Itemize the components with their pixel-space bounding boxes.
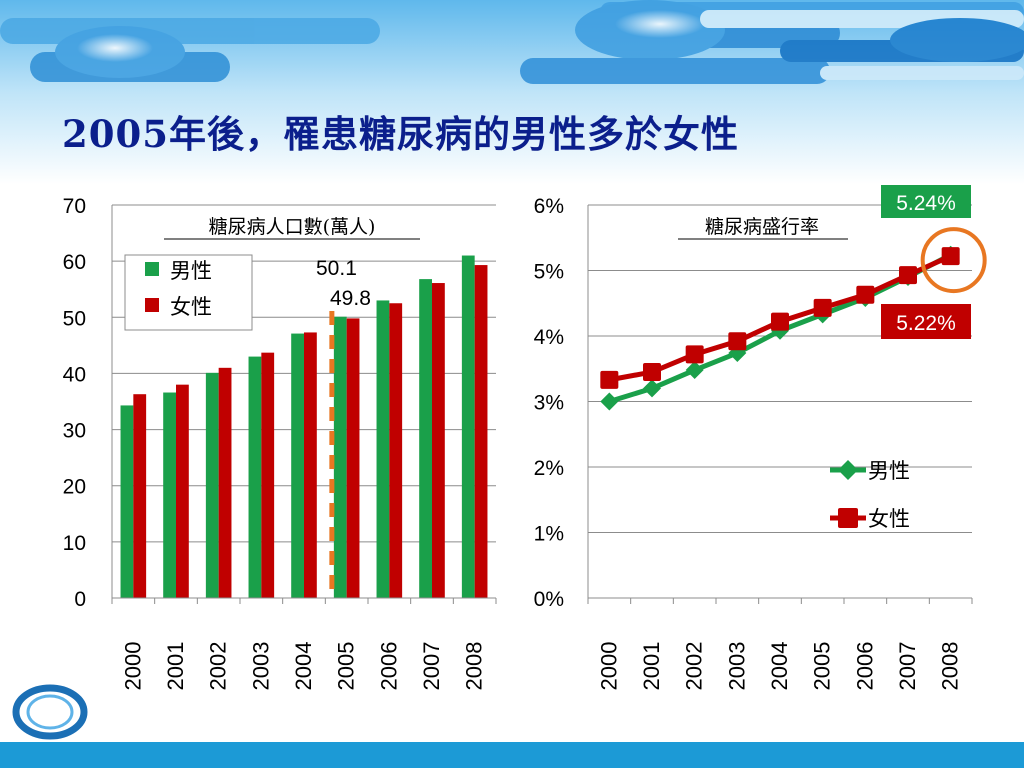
y-tick-label: 70 [63, 195, 86, 218]
bar-female [261, 352, 275, 598]
x-tick-label: 2004 [767, 642, 792, 691]
point-female [813, 298, 832, 317]
bar-female [474, 265, 488, 598]
legend-label: 女性 [868, 507, 910, 531]
bar-male [461, 255, 475, 598]
bar-female [432, 283, 445, 598]
y-tick-label: 40 [63, 363, 86, 386]
bar-female [218, 367, 232, 598]
bar-female [176, 384, 189, 598]
bar-male [419, 279, 432, 598]
legend-label: 男性 [170, 259, 212, 283]
bar-female [346, 318, 360, 598]
x-tick-label: 2002 [206, 642, 231, 691]
bar-female [389, 303, 403, 598]
y-tick-label: 50 [63, 307, 86, 330]
point-female [728, 332, 747, 351]
annotation-box [881, 304, 971, 339]
y-tick-label: 10 [63, 532, 86, 555]
y-tick-label: 30 [63, 420, 86, 443]
bar-male [163, 392, 176, 598]
y-tick-label: 2% [534, 457, 564, 480]
point-female [643, 363, 661, 382]
legend-label: 男性 [868, 459, 910, 483]
y-tick-label: 5% [534, 261, 564, 284]
legend-marker [838, 508, 858, 528]
bar-female [304, 332, 317, 598]
x-tick-label: 2001 [639, 642, 664, 691]
legend-marker [838, 460, 858, 480]
x-tick-label: 2000 [596, 642, 621, 691]
slide-title: 2005年後，罹患糖尿病的男性多於女性 [62, 112, 739, 156]
point-female [771, 312, 789, 331]
chart-title: 糖尿病盛行率 [705, 216, 819, 238]
x-tick-label: 2006 [852, 642, 877, 691]
point-male [643, 379, 661, 398]
bar-male [205, 372, 219, 598]
y-tick-label: 0% [534, 588, 564, 611]
point-female [685, 345, 704, 364]
x-tick-label: 2008 [938, 642, 963, 691]
x-tick-label: 2005 [810, 642, 835, 691]
legend-label: 女性 [170, 295, 212, 319]
annotation-female-2008: 5.22% [881, 304, 971, 339]
bar-male [248, 356, 262, 598]
bar-male [120, 405, 134, 598]
decorative-clouds [0, 0, 1024, 84]
y-tick-label: 3% [534, 392, 564, 415]
point-male [600, 392, 619, 411]
legend-swatch [145, 298, 159, 312]
annotation-male-2005: 50.1 [316, 257, 357, 280]
annotation-box [881, 185, 971, 218]
bar-male [376, 300, 390, 598]
annotation-label: 5.22% [896, 312, 956, 335]
x-tick-label: 2003 [724, 642, 749, 691]
x-tick-label: 2007 [419, 642, 444, 691]
y-tick-label: 6% [534, 195, 564, 218]
annotation-label: 5.24% [896, 192, 956, 215]
legend-swatch [145, 262, 159, 276]
point-female [600, 370, 619, 389]
bottom-bar [0, 742, 1024, 768]
y-tick-label: 1% [534, 523, 564, 546]
highlight-circle [920, 227, 987, 294]
x-tick-label: 2008 [462, 642, 487, 691]
y-tick-label: 0 [74, 588, 86, 611]
x-tick-label: 2005 [334, 642, 359, 691]
x-tick-label: 2007 [895, 642, 920, 691]
x-tick-label: 2003 [248, 642, 273, 691]
point-female [899, 266, 917, 285]
y-tick-label: 4% [534, 326, 564, 349]
x-tick-label: 2004 [291, 642, 316, 691]
point-male [685, 361, 704, 380]
bar-male [333, 316, 347, 598]
point-female [941, 247, 960, 266]
bar-male [291, 333, 304, 598]
x-tick-label: 2001 [163, 642, 188, 691]
bar-female [133, 394, 147, 598]
x-tick-label: 2006 [376, 642, 401, 691]
x-tick-label: 2000 [120, 642, 145, 691]
x-tick-label: 2002 [682, 642, 707, 691]
annotation-female-2005: 49.8 [330, 287, 371, 310]
y-tick-label: 60 [63, 251, 86, 274]
chart-title: 糖尿病人口數(萬人) [209, 216, 376, 238]
point-female [856, 285, 875, 304]
logo-icon [12, 684, 88, 740]
y-tick-label: 20 [63, 476, 86, 499]
annotation-male-2008: 5.24% [881, 185, 971, 218]
